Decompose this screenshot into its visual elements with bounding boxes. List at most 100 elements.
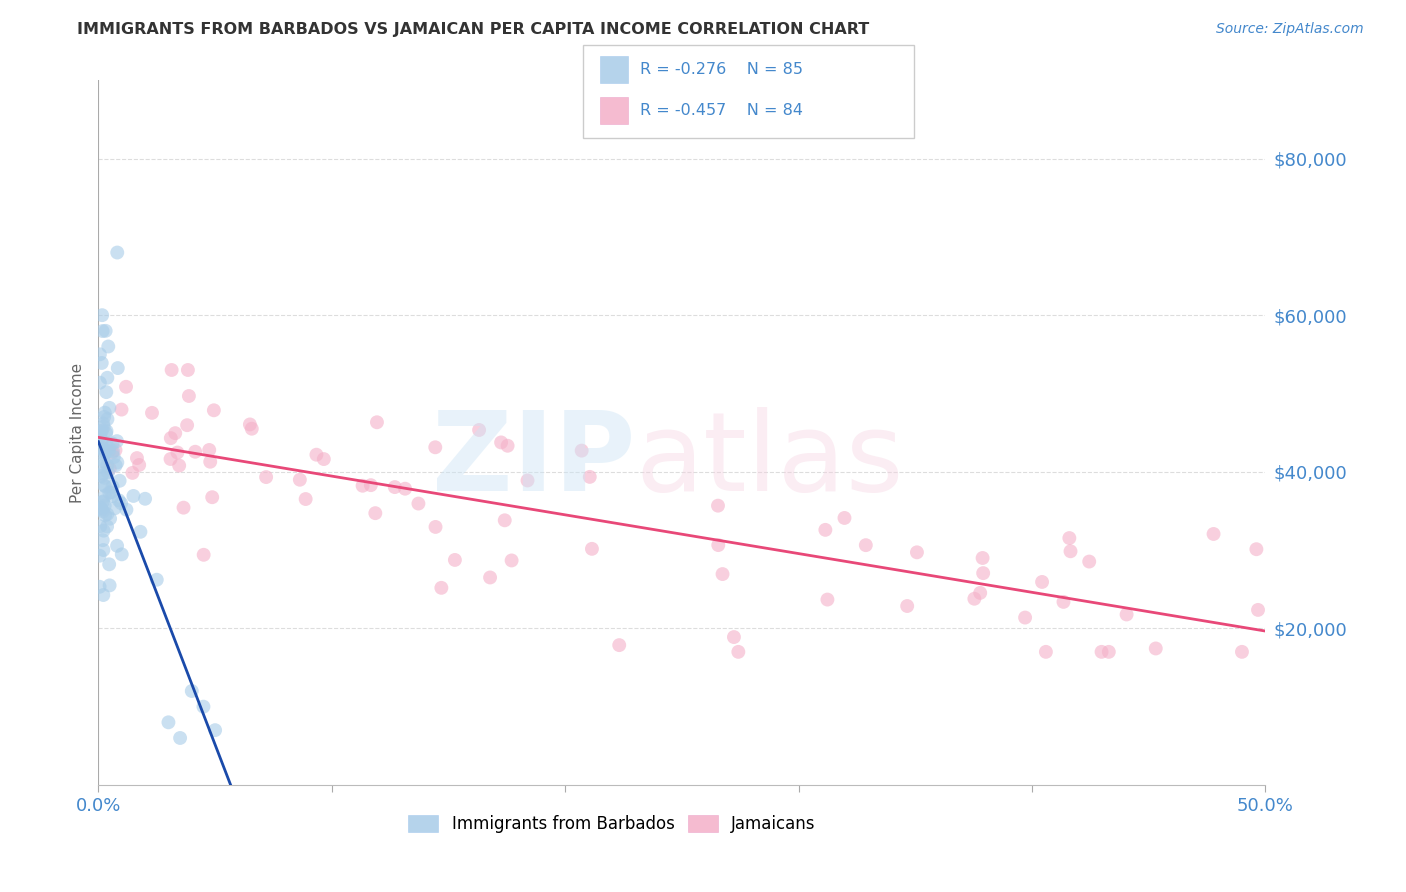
Point	[1035, 645, 1057, 659]
Point	[198, 442, 221, 457]
Point	[1115, 607, 1137, 622]
Point	[89, 549, 111, 563]
Point	[516, 474, 538, 488]
Point	[963, 591, 986, 606]
Point	[496, 439, 519, 453]
Point	[103, 450, 125, 464]
Point	[905, 545, 928, 559]
Point	[97, 339, 120, 353]
Point	[94, 426, 117, 441]
Point	[366, 415, 388, 429]
Point	[972, 566, 994, 581]
Point	[108, 493, 131, 508]
Point	[96, 519, 118, 533]
Point	[93, 478, 115, 492]
Point	[193, 548, 215, 562]
Point	[384, 480, 406, 494]
Point	[193, 699, 215, 714]
Point	[489, 435, 512, 450]
Point	[160, 363, 183, 377]
Point	[1059, 544, 1081, 558]
Legend: Immigrants from Barbados, Jamaicans: Immigrants from Barbados, Jamaicans	[402, 808, 823, 840]
Point	[711, 567, 734, 582]
Point	[93, 524, 115, 538]
Point	[89, 580, 111, 594]
Point	[91, 495, 114, 509]
Point	[108, 474, 131, 488]
Point	[91, 417, 114, 431]
Point	[1230, 645, 1253, 659]
Point	[98, 511, 121, 525]
Point	[571, 443, 593, 458]
Point	[200, 455, 222, 469]
Point	[105, 539, 128, 553]
Point	[240, 422, 263, 436]
Point	[159, 431, 181, 445]
Point	[204, 723, 226, 738]
Point	[360, 478, 382, 492]
Point	[90, 469, 112, 483]
Point	[408, 497, 430, 511]
Point	[166, 445, 188, 459]
Point	[1078, 555, 1101, 569]
Point	[1246, 542, 1268, 557]
Point	[101, 436, 124, 450]
Point	[104, 458, 127, 473]
Point	[90, 356, 112, 370]
Point	[96, 458, 118, 473]
Point	[94, 406, 117, 420]
Point	[125, 451, 148, 466]
Text: Source: ZipAtlas.com: Source: ZipAtlas.com	[1216, 22, 1364, 37]
Point	[1247, 603, 1270, 617]
Point	[727, 645, 749, 659]
Point	[723, 630, 745, 644]
Point	[100, 485, 122, 500]
Point	[93, 447, 115, 461]
Point	[98, 578, 121, 592]
Point	[89, 459, 111, 474]
Point	[89, 519, 111, 533]
Point	[578, 470, 600, 484]
Point	[93, 499, 115, 513]
Point	[122, 489, 145, 503]
Point	[141, 406, 163, 420]
Point	[167, 458, 190, 473]
Point	[969, 586, 991, 600]
Point	[98, 462, 121, 476]
Point	[394, 482, 416, 496]
Point	[855, 538, 877, 552]
Point	[94, 489, 117, 503]
Point	[91, 441, 114, 455]
Text: IMMIGRANTS FROM BARBADOS VS JAMAICAN PER CAPITA INCOME CORRELATION CHART: IMMIGRANTS FROM BARBADOS VS JAMAICAN PER…	[77, 22, 869, 37]
Point	[96, 412, 118, 426]
Point	[91, 308, 114, 322]
Point	[972, 551, 994, 566]
Point	[1059, 531, 1081, 545]
Point	[94, 508, 117, 523]
Point	[91, 467, 114, 481]
Point	[165, 426, 187, 441]
Point	[93, 409, 115, 424]
Point	[101, 489, 124, 503]
Point	[105, 434, 128, 449]
Point	[444, 553, 467, 567]
Point	[101, 444, 124, 458]
Point	[107, 361, 129, 376]
Point	[834, 511, 856, 525]
Point	[94, 479, 117, 493]
Point	[815, 592, 838, 607]
Point	[97, 441, 120, 455]
Point	[814, 523, 837, 537]
Point	[305, 448, 328, 462]
Point	[1014, 610, 1036, 624]
Point	[101, 445, 124, 459]
Point	[707, 499, 730, 513]
Point	[104, 443, 127, 458]
Point	[98, 485, 121, 500]
Text: R = -0.276    N = 85: R = -0.276 N = 85	[640, 62, 803, 77]
Point	[97, 444, 120, 458]
Point	[93, 454, 115, 468]
Point	[202, 403, 225, 417]
Point	[110, 496, 132, 510]
Y-axis label: Per Capita Income: Per Capita Income	[70, 362, 86, 503]
